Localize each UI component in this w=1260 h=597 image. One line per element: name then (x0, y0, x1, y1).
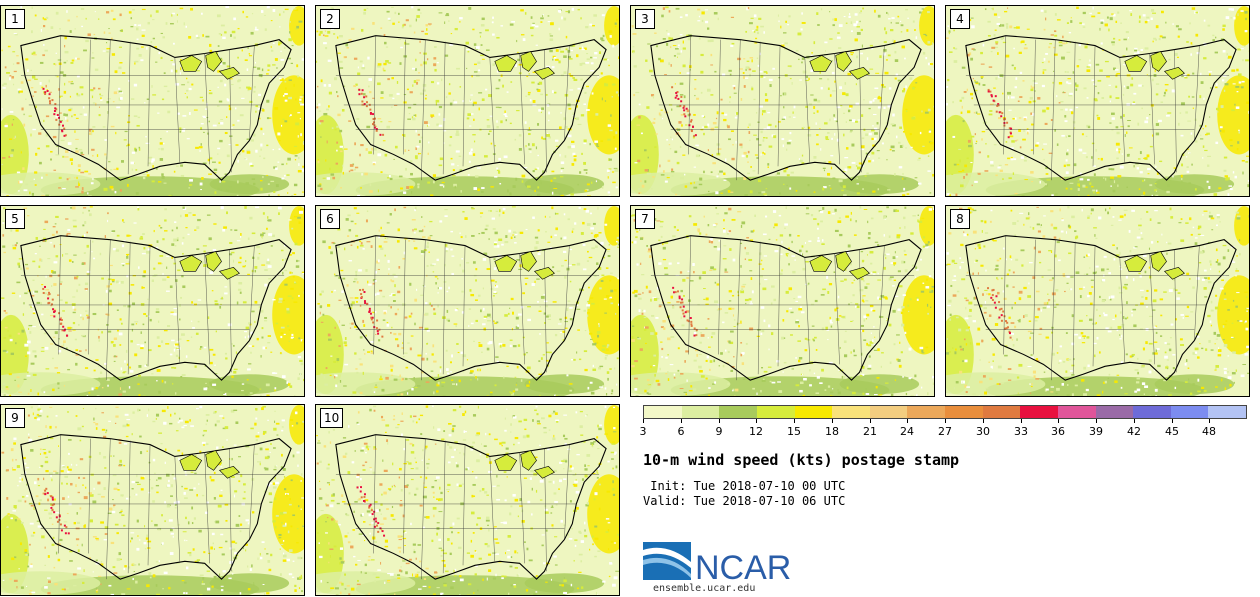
member-panel-9: 9 (0, 404, 305, 596)
colorbar-tick-label: 45 (1165, 425, 1179, 438)
colorbar-tick-label: 18 (825, 425, 839, 438)
member-panel-5: 5 (0, 205, 305, 397)
member-label: 1 (5, 9, 25, 29)
ncar-logo: NCAR (643, 542, 791, 584)
member-label: 9 (5, 408, 25, 428)
member-label: 8 (950, 209, 970, 229)
colorbar-segment (681, 406, 720, 418)
member-panel-7: 7 (630, 205, 935, 397)
colorbar-tick-mark (643, 419, 644, 423)
colorbar-ticks: 3 6 9 12 15 18 21 24 27 30 33 36 39 42 45 48 (639, 419, 1247, 439)
wind-speed-map (316, 405, 619, 595)
colorbar-tick-label: 3 (639, 425, 647, 438)
colorbar-tick-mark (1021, 419, 1022, 423)
colorbar-segment (756, 406, 795, 418)
wind-speed-map (1, 6, 304, 196)
colorbar-tick-mark (719, 419, 720, 423)
colorbar-tick-label: 12 (749, 425, 763, 438)
colorbar-tick-mark (870, 419, 871, 423)
colorbar-segment (719, 406, 757, 418)
colorbar-segment (1095, 406, 1134, 418)
wind-speed-map (631, 206, 934, 396)
member-panel-4: 4 (945, 5, 1250, 197)
valid-time: Valid: Tue 2018-07-10 06 UTC (643, 494, 846, 508)
colorbar-tick-mark (945, 419, 946, 423)
member-label: 10 (320, 408, 344, 428)
wind-speed-map (316, 206, 619, 396)
colorbar-tick-label: 42 (1127, 425, 1141, 438)
wind-speed-colorbar (643, 405, 1247, 419)
colorbar-tick-mark (1134, 419, 1135, 423)
member-panel-2: 2 (315, 5, 620, 197)
colorbar-tick-mark (681, 419, 682, 423)
colorbar-segment (644, 406, 682, 418)
wind-speed-map (316, 6, 619, 196)
member-label: 3 (635, 9, 655, 29)
colorbar-tick-label: 36 (1051, 425, 1065, 438)
colorbar-tick-mark (983, 419, 984, 423)
wind-speed-map (1, 405, 304, 595)
colorbar-tick-label: 30 (976, 425, 990, 438)
colorbar-segment (869, 406, 908, 418)
member-label: 6 (320, 209, 340, 229)
colorbar-tick-label: 15 (787, 425, 801, 438)
member-panel-1: 1 (0, 5, 305, 197)
colorbar-tick-label: 48 (1202, 425, 1216, 438)
colorbar-tick-label: 6 (677, 425, 685, 438)
colorbar-tick-mark (907, 419, 908, 423)
colorbar-segment (982, 406, 1021, 418)
member-panel-8: 8 (945, 205, 1250, 397)
member-panel-10: 10 (315, 404, 620, 596)
member-label: 4 (950, 9, 970, 29)
member-label: 5 (5, 209, 25, 229)
colorbar-tick-label: 27 (938, 425, 952, 438)
member-label: 2 (320, 9, 340, 29)
colorbar-segment (1057, 406, 1096, 418)
member-panel-3: 3 (630, 5, 935, 197)
colorbar-tick-label: 9 (715, 425, 723, 438)
colorbar-tick-label: 39 (1089, 425, 1103, 438)
wind-speed-map (946, 6, 1249, 196)
wind-speed-map (1, 206, 304, 396)
colorbar-tick-label: 33 (1014, 425, 1028, 438)
colorbar-tick-mark (756, 419, 757, 423)
colorbar-tick-mark (1209, 419, 1210, 423)
website-url: ensemble.ucar.edu (653, 583, 756, 594)
init-time: Init: Tue 2018-07-10 00 UTC (643, 479, 846, 493)
wind-speed-map (946, 206, 1249, 396)
colorbar-segment (1170, 406, 1209, 418)
colorbar-tick-label: 21 (863, 425, 877, 438)
member-label: 7 (635, 209, 655, 229)
colorbar-segment (907, 406, 945, 418)
colorbar-segment (794, 406, 833, 418)
wind-speed-map (631, 6, 934, 196)
colorbar-segment (945, 406, 983, 418)
colorbar-tick-mark (794, 419, 795, 423)
colorbar-tick-mark (1172, 419, 1173, 423)
colorbar-tick-mark (832, 419, 833, 423)
colorbar-segment (1133, 406, 1171, 418)
colorbar-tick-mark (1058, 419, 1059, 423)
figure-title: 10-m wind speed (kts) postage stamp (643, 451, 960, 469)
colorbar-segment (1020, 406, 1058, 418)
colorbar-tick-label: 24 (900, 425, 914, 438)
colorbar-tick-mark (1096, 419, 1097, 423)
colorbar-segment (832, 406, 870, 418)
member-panel-6: 6 (315, 205, 620, 397)
logo-text: NCAR (695, 549, 791, 584)
colorbar-segment (1208, 406, 1246, 418)
